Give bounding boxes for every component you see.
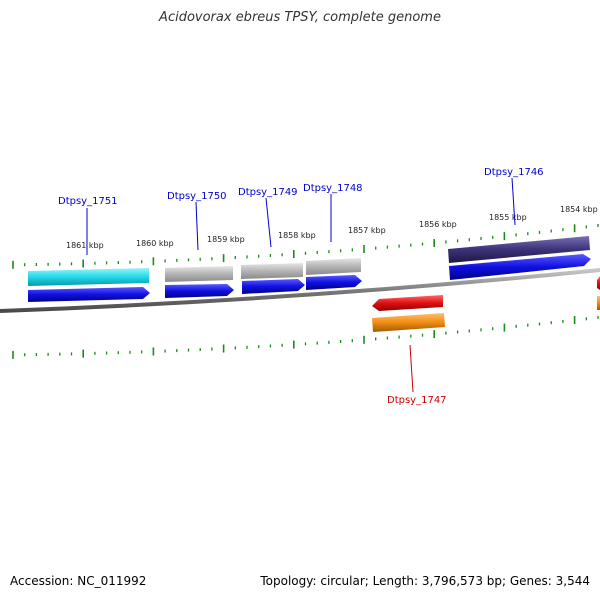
- genome-summary: Topology: circular; Length: 3,796,573 bp…: [260, 574, 590, 588]
- cds-arrow-1750[interactable]: [165, 284, 234, 298]
- gene-feature-track: [28, 236, 590, 286]
- gene-feature-1748[interactable]: [306, 258, 361, 275]
- cds-arrow-edge[interactable]: [597, 276, 600, 290]
- kbp-label: 1855 kbp: [489, 213, 527, 222]
- kbp-label: 1860 kbp: [136, 239, 174, 248]
- gene-feature-1749[interactable]: [241, 263, 303, 279]
- kbp-label: 1857 kbp: [348, 226, 386, 235]
- cds-arrow-1749[interactable]: [242, 279, 305, 294]
- reverse-feature-track: [372, 276, 600, 332]
- label-leaders: [86, 177, 516, 393]
- forward-cds-track: [28, 254, 591, 302]
- gene-label-1750[interactable]: Dtpsy_1750: [167, 191, 227, 202]
- cds-arrow-1747[interactable]: [372, 295, 443, 311]
- gene-feature-1750[interactable]: [165, 266, 233, 282]
- outer-scale-ticks: [12, 223, 599, 269]
- kbp-label: 1856 kbp: [419, 220, 457, 229]
- gene-feature-edge[interactable]: [597, 296, 600, 310]
- cds-arrow-1751[interactable]: [28, 287, 150, 302]
- gene-label-1751[interactable]: Dtpsy_1751: [58, 196, 118, 207]
- kbp-label: 1854 kbp: [560, 205, 598, 214]
- gene-feature-1746[interactable]: [448, 236, 590, 263]
- kbp-label: 1859 kbp: [207, 235, 245, 244]
- gene-feature-1747[interactable]: [372, 313, 445, 332]
- gene-label-1748[interactable]: Dtpsy_1748: [303, 183, 363, 194]
- cds-arrow-1746[interactable]: [449, 254, 591, 280]
- kbp-label: 1861 kbp: [66, 241, 104, 250]
- gene-feature-1751[interactable]: [28, 268, 149, 286]
- genome-title: Acidovorax ebreus TPSY, complete genome: [159, 10, 441, 25]
- cds-arrow-1748[interactable]: [306, 275, 362, 290]
- genome-backbone: [0, 268, 600, 313]
- gene-label-1746[interactable]: Dtpsy_1746: [484, 167, 544, 178]
- gene-label-1747[interactable]: Dtpsy_1747: [387, 395, 447, 406]
- inner-scale-ticks: [12, 315, 599, 359]
- accession-label: Accession: NC_011992: [10, 574, 147, 588]
- gene-label-1749[interactable]: Dtpsy_1749: [238, 187, 298, 198]
- kbp-label: 1858 kbp: [278, 231, 316, 240]
